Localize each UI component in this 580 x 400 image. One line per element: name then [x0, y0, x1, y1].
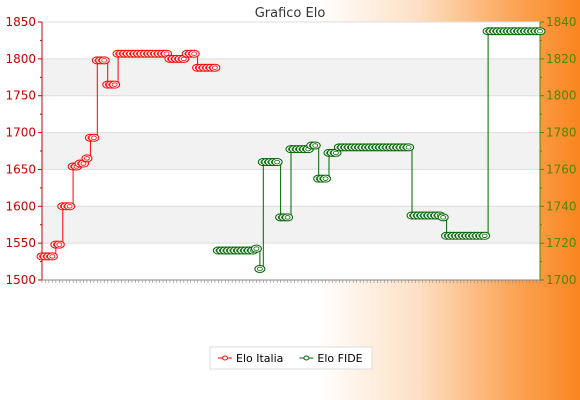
data-point-inner: [90, 135, 97, 140]
data-point: [534, 27, 546, 36]
data-point-inner: [253, 246, 260, 251]
right-tick-label: 1800: [546, 89, 577, 103]
left-tick-label: 1500: [5, 273, 36, 287]
data-point-inner: [405, 145, 412, 150]
left-tick-label: 1600: [5, 199, 36, 213]
data-point-inner: [333, 150, 339, 156]
legend-swatch-marker-1: [222, 355, 228, 361]
data-point-inner: [440, 215, 447, 220]
legend-box: [209, 346, 373, 370]
data-point-inner: [191, 51, 198, 56]
data-point-inner: [163, 51, 170, 56]
data-point-inner: [284, 215, 291, 220]
data-point: [81, 154, 93, 163]
right-tick-label: 1820: [546, 52, 577, 66]
data-point: [309, 141, 321, 150]
data-point: [46, 252, 58, 261]
data-point: [320, 174, 332, 183]
data-point-inner: [322, 176, 329, 181]
data-point-inner: [312, 143, 319, 148]
data-point: [109, 80, 121, 89]
data-point-inner: [180, 56, 187, 62]
data-point-inner: [111, 82, 118, 87]
legend-label-1: Elo Italia: [236, 352, 283, 365]
right-tick-label: 1700: [546, 273, 577, 287]
data-point: [437, 213, 449, 222]
data-point: [254, 264, 266, 273]
left-tick-label: 1650: [5, 162, 36, 176]
left-tick-label: 1700: [5, 126, 36, 140]
data-point-inner: [274, 159, 281, 165]
data-point: [250, 244, 262, 253]
data-point: [88, 133, 100, 142]
left-tick-label: 1850: [5, 15, 36, 29]
data-point: [64, 202, 76, 211]
right-tick-label: 1720: [546, 236, 577, 250]
data-point: [282, 213, 294, 222]
data-point-inner: [84, 156, 90, 161]
right-tick-label: 1840: [546, 15, 577, 29]
data-point-inner: [481, 233, 488, 238]
legend-swatch-marker-2: [303, 355, 310, 361]
grid-band: [42, 58, 540, 96]
left-tick-label: 1550: [5, 236, 36, 250]
data-point-inner: [212, 65, 218, 70]
data-point-inner: [56, 242, 63, 247]
data-point-inner: [66, 204, 73, 209]
data-point-inner: [537, 29, 543, 34]
data-point: [188, 49, 200, 58]
left-tick-label: 1750: [5, 89, 36, 103]
data-point-inner: [80, 161, 87, 166]
chart-legend: Elo Italia Elo FIDE: [209, 346, 373, 370]
data-point: [403, 143, 415, 152]
chart-title: Grafico Elo: [255, 6, 326, 21]
data-point: [479, 231, 491, 240]
data-point: [209, 63, 221, 72]
data-point-inner: [101, 58, 108, 63]
data-point: [271, 158, 283, 167]
data-point-inner: [49, 254, 56, 259]
legend-label-2: Elo FIDE: [317, 352, 362, 365]
right-tick-label: 1760: [546, 162, 577, 176]
right-tick-label: 1780: [546, 126, 577, 140]
data-point-inner: [256, 266, 263, 272]
data-point: [53, 240, 65, 249]
right-tick-label: 1740: [546, 199, 577, 213]
data-point: [98, 56, 110, 65]
left-tick-label: 1800: [5, 52, 36, 66]
